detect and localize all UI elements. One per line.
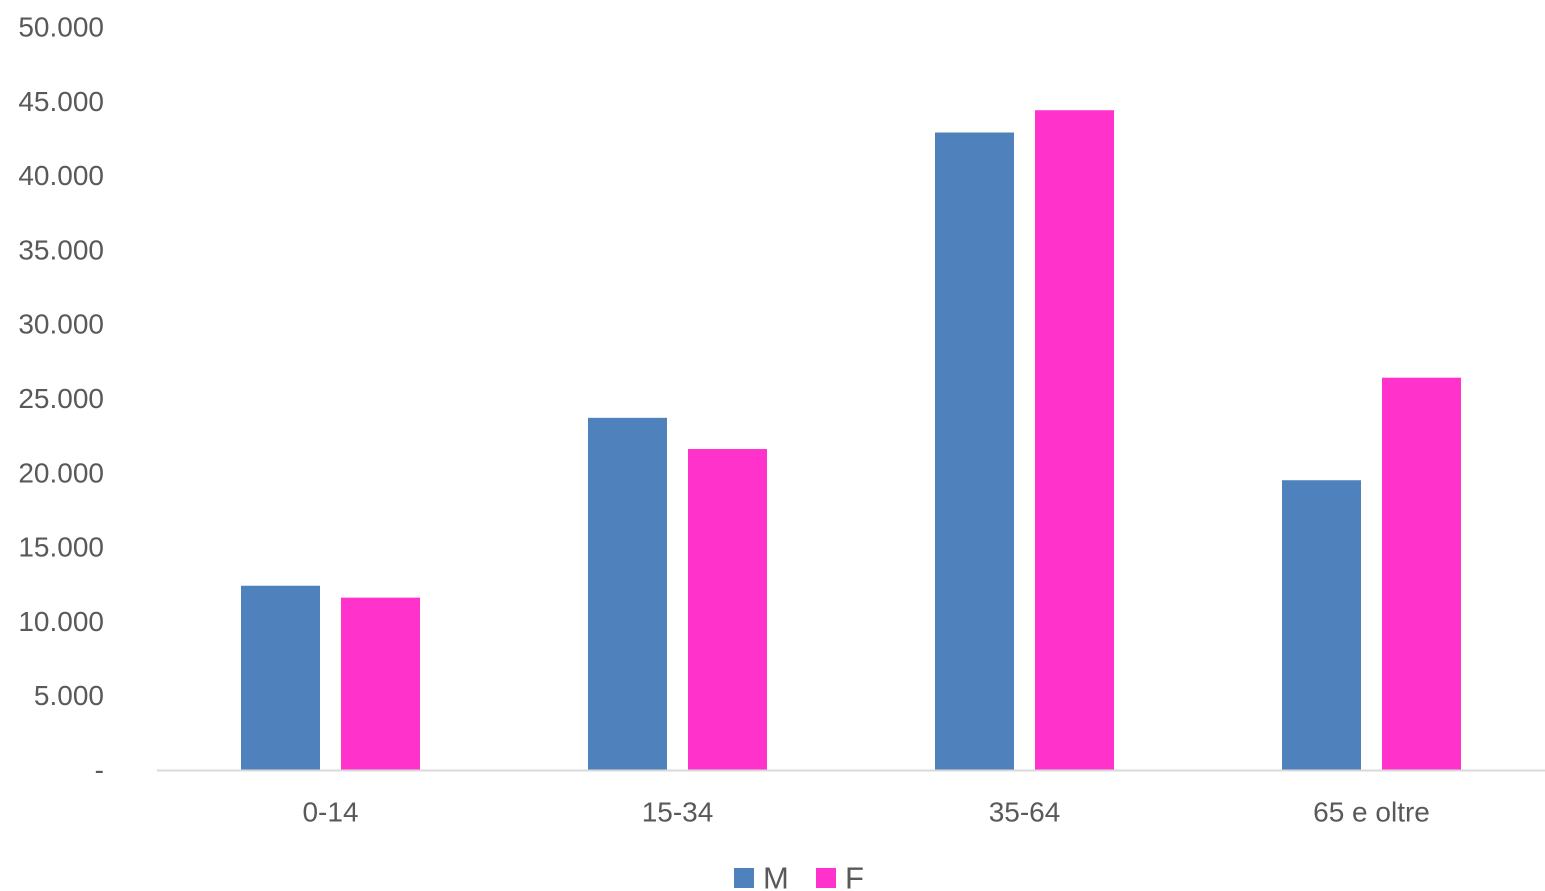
bar-f-2 (1035, 110, 1114, 770)
y-tick-label: 5.000 (34, 680, 104, 711)
y-tick-label: 20.000 (18, 457, 104, 488)
bar-m-1 (588, 417, 667, 770)
x-tick-label: 0-14 (302, 797, 358, 828)
legend-label-f: F (845, 861, 864, 891)
legend-label-m: M (763, 861, 789, 891)
y-tick-label: 15.000 (18, 532, 104, 563)
y-axis-tick-labels: - 5.000 10.000 15.000 20.000 25.000 30.000 35.0… (18, 12, 104, 786)
y-tick-label: 40.000 (18, 160, 104, 191)
bar-m-3 (1282, 480, 1361, 770)
y-tick-label: 25.000 (18, 383, 104, 414)
y-tick-label: 35.000 (18, 234, 104, 265)
bar-f-0 (341, 597, 420, 770)
y-tick-label: - (95, 755, 104, 786)
legend-swatch-m (734, 868, 754, 888)
bar-m-0 (241, 585, 320, 770)
x-tick-label: 65 e oltre (1313, 797, 1430, 828)
y-tick-label: 45.000 (18, 86, 104, 117)
bar-f-3 (1382, 377, 1461, 770)
y-tick-label: 10.000 (18, 606, 104, 637)
bar-m-2 (935, 132, 1014, 771)
y-tick-label: 30.000 (18, 309, 104, 340)
bars-group (241, 110, 1461, 771)
legend-swatch-f (816, 868, 836, 888)
x-tick-label: 15-34 (642, 797, 714, 828)
x-tick-label: 35-64 (989, 797, 1061, 828)
y-tick-label: 50.000 (18, 12, 104, 43)
x-axis-tick-labels: 0-14 15-34 35-64 65 e oltre (302, 797, 1429, 828)
bar-f-1 (688, 449, 767, 770)
